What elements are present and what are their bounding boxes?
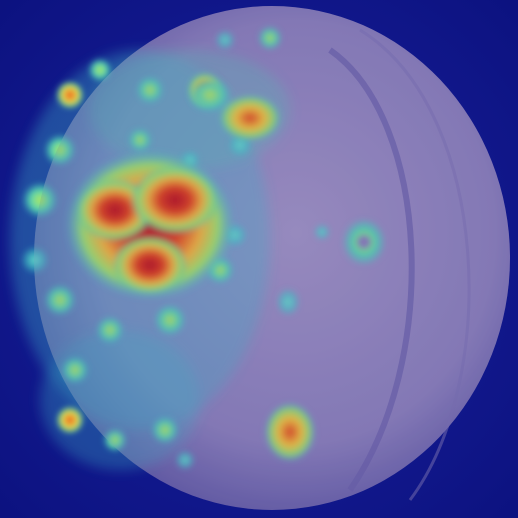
heat-isolated-spots: [264, 218, 386, 462]
heat-upper-patch: [188, 77, 282, 142]
sphere-tint: [34, 6, 510, 510]
shell-seam-outer: [359, 28, 471, 501]
shell-seam: [328, 47, 415, 492]
heat-peak-region: [65, 150, 235, 300]
